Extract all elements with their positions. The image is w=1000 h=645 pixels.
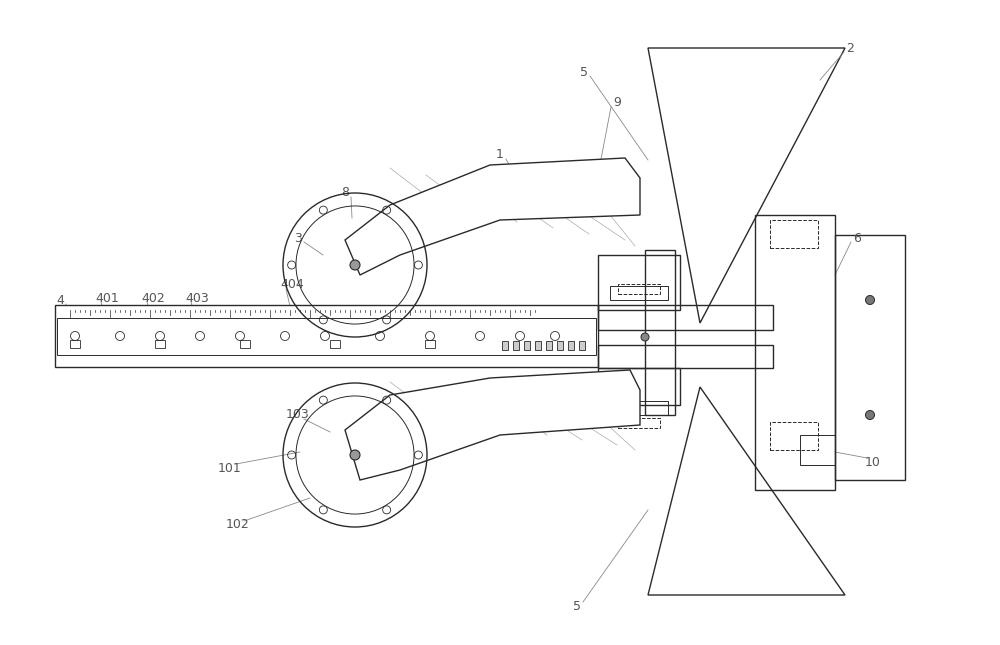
Bar — [618, 284, 660, 294]
Text: 101: 101 — [218, 462, 242, 475]
Text: 8: 8 — [341, 186, 349, 199]
Bar — [579, 341, 585, 350]
Text: 402: 402 — [141, 292, 165, 304]
Text: 403: 403 — [185, 292, 209, 304]
Text: 102: 102 — [226, 519, 250, 531]
Text: 2: 2 — [846, 41, 854, 54]
Text: 1: 1 — [496, 148, 504, 161]
Text: 404: 404 — [280, 279, 304, 292]
Circle shape — [350, 450, 360, 460]
Text: 5: 5 — [580, 66, 588, 79]
Bar — [70, 340, 80, 348]
Bar — [618, 418, 660, 428]
Bar — [610, 401, 668, 415]
Bar — [524, 341, 530, 350]
Text: 3: 3 — [294, 232, 302, 244]
Polygon shape — [345, 158, 640, 275]
Bar — [645, 250, 675, 415]
Bar — [755, 215, 835, 490]
Polygon shape — [345, 370, 640, 480]
Bar — [800, 435, 835, 465]
Bar — [240, 340, 250, 348]
Circle shape — [866, 410, 874, 419]
Bar — [425, 340, 435, 348]
Polygon shape — [648, 387, 845, 595]
Bar — [502, 341, 508, 350]
Text: 5: 5 — [573, 599, 581, 613]
Text: 103: 103 — [286, 408, 310, 421]
Text: 6: 6 — [853, 232, 861, 244]
Bar — [568, 341, 574, 350]
Text: 10: 10 — [865, 455, 881, 468]
Bar — [57, 318, 596, 355]
Bar — [598, 368, 680, 405]
Bar — [557, 341, 563, 350]
Text: 9: 9 — [613, 97, 621, 110]
Bar — [610, 286, 668, 300]
Bar — [546, 341, 552, 350]
Polygon shape — [648, 48, 845, 323]
Circle shape — [866, 295, 874, 304]
Bar — [598, 345, 773, 368]
Bar — [330, 340, 340, 348]
Circle shape — [641, 333, 649, 341]
Text: 4: 4 — [56, 293, 64, 306]
Text: 401: 401 — [95, 292, 119, 304]
Circle shape — [350, 260, 360, 270]
Bar — [598, 305, 773, 330]
Bar — [598, 255, 680, 310]
Bar — [55, 305, 598, 367]
Bar — [835, 235, 905, 480]
Bar — [770, 422, 818, 450]
Bar — [513, 341, 519, 350]
Bar — [155, 340, 165, 348]
Bar — [535, 341, 541, 350]
Bar — [770, 220, 818, 248]
